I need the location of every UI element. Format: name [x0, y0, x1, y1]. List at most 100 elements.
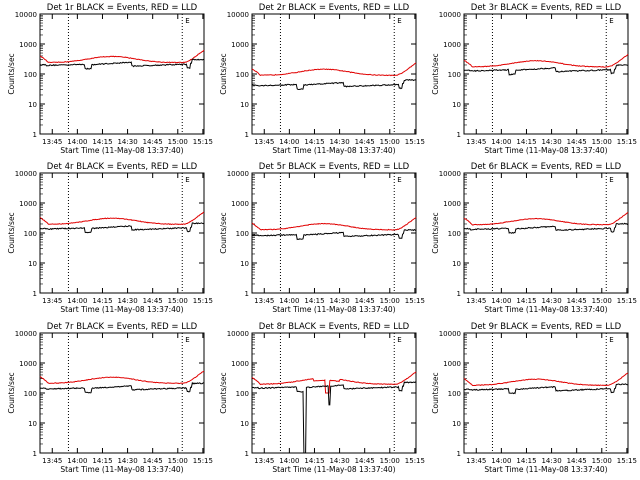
series-events-line — [251, 381, 417, 454]
panel-det3: Det 3r BLACK = Events, RED = LLD E 1 10 100 1… — [431, 3, 637, 155]
y-tick-label: 10 — [452, 101, 461, 109]
x-tick-label: 13:45 — [254, 457, 274, 465]
x-tick-label: 14:00 — [491, 457, 511, 465]
y-tick-label: 10000 — [227, 11, 249, 19]
panel-det5: Det 5r BLACK = Events, RED = LLD E 1 10 100 1… — [219, 162, 425, 314]
legend-marker: E — [397, 336, 401, 344]
x-tick-label: 15:15 — [617, 138, 637, 146]
x-axis-label: Start Time (11-May-08 13:37:40) — [272, 465, 395, 474]
panel-det8: Det 8r BLACK = Events, RED = LLD E 1 10 100 1… — [219, 322, 425, 474]
x-tick-label: 15:15 — [405, 138, 425, 146]
x-tick-label: 13:45 — [42, 297, 62, 305]
x-tick-label: 13:45 — [254, 297, 274, 305]
panel-title: Det 8r BLACK = Events, RED = LLD — [259, 322, 410, 332]
y-tick-label: 100 — [448, 71, 461, 79]
y-tick-label: 1 — [457, 450, 461, 458]
y-tick-label: 10 — [240, 101, 249, 109]
plot-frame — [463, 332, 629, 454]
x-tick-label: 14:15 — [516, 457, 536, 465]
x-tick-label: 15:00 — [592, 457, 612, 465]
panel-title: Det 2r BLACK = Events, RED = LLD — [259, 3, 410, 13]
series-events-line — [39, 222, 205, 234]
legend-marker: E — [609, 17, 613, 25]
y-tick-label: 1000 — [231, 41, 249, 49]
x-tick-label: 15:15 — [405, 457, 425, 465]
x-tick-label: 14:45 — [567, 138, 587, 146]
y-tick-label: 10000 — [227, 330, 249, 338]
x-tick-label: 13:45 — [42, 138, 62, 146]
series-lld-line — [251, 371, 417, 394]
plot-frame — [251, 13, 417, 135]
x-tick-label: 14:30 — [329, 297, 349, 305]
x-tick-label: 15:15 — [193, 138, 213, 146]
y-tick-label: 10 — [452, 260, 461, 268]
y-tick-label: 1000 — [443, 200, 461, 208]
panel-det7: Det 7r BLACK = Events, RED = LLD E 1 10 100 1… — [7, 322, 213, 474]
x-axis-label: Start Time (11-May-08 13:37:40) — [60, 305, 183, 314]
y-axis-label: Counts/sec — [431, 53, 440, 94]
y-tick-label: 1 — [33, 290, 37, 298]
plot-frame — [463, 172, 629, 294]
x-tick-label: 14:15 — [304, 138, 324, 146]
panel-title: Det 1r BLACK = Events, RED = LLD — [47, 3, 198, 13]
panel-title: Det 7r BLACK = Events, RED = LLD — [47, 322, 198, 332]
x-tick-label: 14:15 — [304, 457, 324, 465]
legend-marker: E — [397, 17, 401, 25]
x-tick-label: 14:45 — [567, 297, 587, 305]
x-tick-label: 14:15 — [516, 297, 536, 305]
y-tick-label: 1000 — [443, 41, 461, 49]
x-tick-label: 14:30 — [329, 138, 349, 146]
series-events-line — [39, 58, 205, 70]
y-axis-label: Counts/sec — [219, 212, 228, 253]
y-tick-label: 100 — [236, 390, 249, 398]
x-axis-label: Start Time (11-May-08 13:37:40) — [484, 305, 607, 314]
y-tick-label: 100 — [236, 71, 249, 79]
x-tick-label: 15:00 — [168, 138, 188, 146]
legend-marker: E — [185, 336, 189, 344]
panel-det6: Det 6r BLACK = Events, RED = LLD E 1 10 100 1… — [431, 162, 637, 314]
series-events-line — [463, 222, 629, 234]
y-axis-label: Counts/sec — [431, 372, 440, 413]
y-tick-label: 10000 — [15, 170, 37, 178]
y-tick-label: 10000 — [439, 11, 461, 19]
series-lld-line — [463, 53, 629, 68]
x-tick-label: 14:00 — [491, 138, 511, 146]
y-tick-label: 1000 — [443, 360, 461, 368]
y-tick-label: 100 — [448, 230, 461, 238]
x-tick-label: 14:30 — [117, 457, 137, 465]
y-tick-label: 100 — [236, 230, 249, 238]
plot-frame — [39, 13, 205, 135]
x-tick-label: 15:15 — [405, 297, 425, 305]
y-axis-label: Counts/sec — [7, 53, 16, 94]
plot-frame — [463, 13, 629, 135]
y-tick-label: 10 — [452, 420, 461, 428]
legend-marker: E — [609, 336, 613, 344]
x-tick-label: 14:00 — [491, 297, 511, 305]
x-tick-label: 14:45 — [355, 138, 375, 146]
panel-title: Det 5r BLACK = Events, RED = LLD — [259, 162, 410, 172]
x-tick-label: 14:00 — [279, 457, 299, 465]
x-tick-label: 15:00 — [592, 138, 612, 146]
y-tick-label: 100 — [24, 390, 37, 398]
x-axis-label: Start Time (11-May-08 13:37:40) — [60, 146, 183, 155]
x-tick-label: 14:15 — [516, 138, 536, 146]
y-tick-label: 100 — [448, 390, 461, 398]
y-tick-label: 1000 — [19, 200, 37, 208]
x-axis-label: Start Time (11-May-08 13:37:40) — [484, 146, 607, 155]
x-axis-label: Start Time (11-May-08 13:37:40) — [272, 146, 395, 155]
y-axis-label: Counts/sec — [219, 53, 228, 94]
y-tick-label: 10000 — [227, 170, 249, 178]
panel-title: Det 4r BLACK = Events, RED = LLD — [47, 162, 198, 172]
y-tick-label: 10000 — [439, 330, 461, 338]
x-tick-label: 14:30 — [541, 297, 561, 305]
y-axis-label: Counts/sec — [7, 212, 16, 253]
x-tick-label: 14:45 — [355, 457, 375, 465]
x-tick-label: 14:45 — [143, 297, 163, 305]
x-tick-label: 13:45 — [466, 297, 486, 305]
y-tick-label: 1 — [457, 290, 461, 298]
series-events-line — [463, 64, 628, 76]
y-tick-label: 100 — [24, 71, 37, 79]
series-lld-line — [39, 370, 205, 385]
x-tick-label: 14:45 — [567, 457, 587, 465]
